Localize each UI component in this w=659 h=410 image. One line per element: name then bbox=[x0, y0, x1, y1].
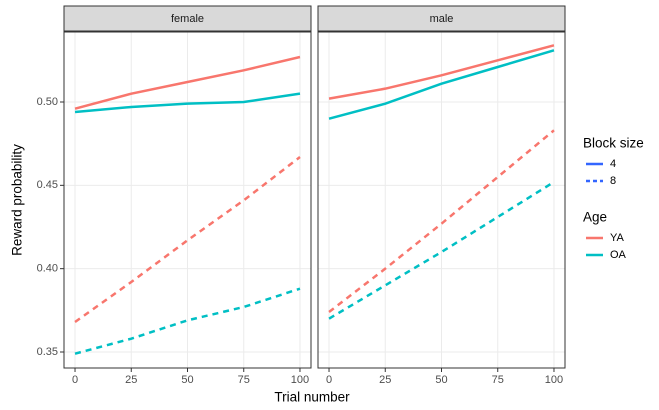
x-tick-label: 75 bbox=[492, 374, 504, 386]
legend-label: YA bbox=[610, 232, 625, 244]
x-tick-label: 100 bbox=[545, 374, 563, 386]
data-line bbox=[74, 156, 301, 324]
x-tick-label: 50 bbox=[435, 374, 447, 386]
strip bbox=[63, 5, 312, 32]
legend-title: Block size bbox=[583, 136, 644, 151]
legend-label: OA bbox=[610, 249, 627, 261]
y-axis-label: Reward probability bbox=[10, 144, 25, 256]
x-tick-label: 75 bbox=[238, 374, 250, 386]
strip bbox=[317, 5, 566, 32]
y-tick-label: 0.35 bbox=[37, 346, 58, 358]
strip-label: male bbox=[430, 13, 454, 25]
x-tick-label: 25 bbox=[125, 374, 137, 386]
x-tick-label: 0 bbox=[326, 374, 332, 386]
data-line bbox=[74, 55, 301, 110]
data-line bbox=[74, 287, 301, 355]
x-tick-label: 50 bbox=[181, 374, 193, 386]
data-line bbox=[328, 49, 555, 120]
y-tick-label: 0.50 bbox=[37, 96, 58, 108]
data-line bbox=[328, 44, 555, 100]
legend-title: Age bbox=[583, 210, 607, 225]
legend-label: 8 bbox=[610, 175, 616, 187]
x-tick-label: 0 bbox=[72, 374, 78, 386]
legend-label: 4 bbox=[610, 158, 616, 170]
x-tick-label: 25 bbox=[379, 374, 391, 386]
data-line bbox=[74, 92, 301, 114]
y-tick-label: 0.40 bbox=[37, 263, 58, 275]
y-tick-label: 0.45 bbox=[37, 179, 58, 191]
data-line bbox=[328, 129, 555, 313]
x-axis-label: Trial number bbox=[274, 390, 350, 405]
x-tick-label: 100 bbox=[291, 374, 309, 386]
strip-label: female bbox=[171, 13, 204, 25]
